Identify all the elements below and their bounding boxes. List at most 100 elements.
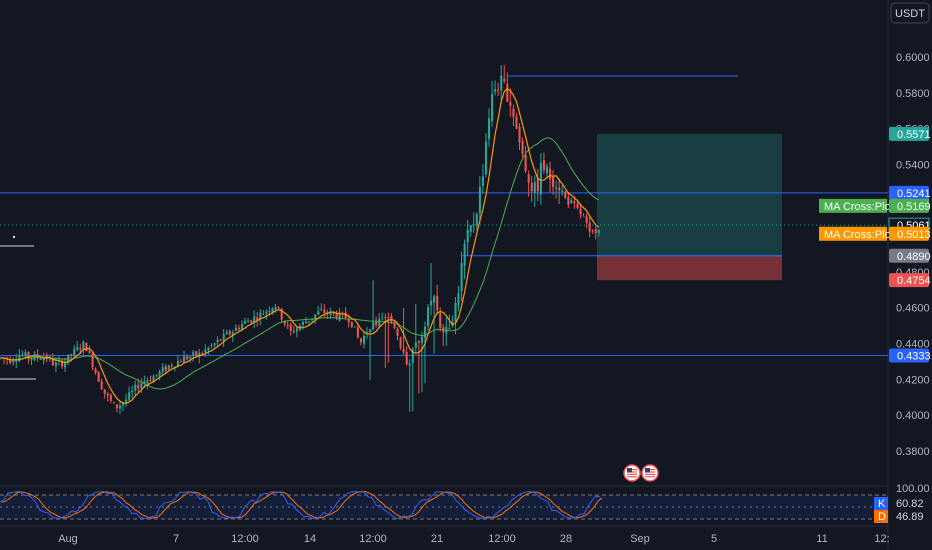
time-tick: 7 [173, 533, 179, 545]
candle-body [549, 168, 552, 180]
candle-body [149, 379, 152, 381]
candle-body [115, 404, 118, 409]
price-tag-stop-loss: 0.4754 [889, 273, 931, 288]
candle-body [591, 230, 594, 232]
candle-body [42, 356, 45, 361]
long-position-tool[interactable] [597, 133, 782, 281]
candle-body [344, 312, 347, 319]
horizontal-lines[interactable] [0, 75, 888, 357]
candle-body [420, 336, 423, 344]
candle-body [274, 307, 277, 310]
price-tick: 0.5800 [896, 88, 930, 100]
time-tick: 28 [560, 533, 572, 545]
candle-body [362, 335, 366, 344]
time-tick: Sep [630, 533, 650, 545]
svg-text:MA Cross:Plot: MA Cross:Plot [824, 229, 894, 241]
svg-text:0.4333: 0.4333 [897, 351, 931, 363]
candle-body [439, 313, 442, 328]
candle-body [219, 339, 222, 341]
candle-body [430, 300, 433, 306]
candle-body [186, 356, 189, 360]
candle-body [484, 141, 488, 175]
candle-body [387, 316, 390, 318]
candle-body [545, 166, 549, 174]
candle-body [24, 352, 27, 356]
events[interactable] [623, 464, 659, 482]
candle-body [262, 314, 265, 316]
profit-zone[interactable] [597, 133, 782, 256]
candle-body [494, 89, 497, 92]
time-tick: 5 [711, 533, 717, 545]
candle-body [213, 343, 216, 346]
candle-body [82, 341, 85, 350]
price-tick: 0.6000 [896, 52, 930, 64]
candle-body [146, 380, 149, 383]
currency-button[interactable]: USDT [890, 2, 930, 24]
svg-text:0.5169: 0.5169 [897, 201, 931, 213]
candle-body [561, 190, 564, 192]
candle-body [79, 348, 82, 350]
candle-body [39, 358, 42, 360]
price-tag-take-profit: 0.5571 [889, 126, 931, 141]
candle-body [356, 327, 359, 338]
price-tag-entry: 0.4890 [889, 248, 931, 263]
candle-body [594, 229, 597, 234]
candle-body [54, 362, 57, 366]
candle-body [253, 316, 256, 323]
candle-body [240, 324, 244, 331]
candle-body [204, 349, 207, 353]
candle-body [195, 351, 198, 356]
candle-body [134, 384, 137, 391]
candle-body [527, 174, 530, 183]
candle-body [347, 319, 350, 323]
candle-body [497, 89, 500, 91]
candle-body [433, 296, 436, 303]
candle-body [198, 352, 201, 358]
candle-body [329, 311, 332, 315]
candle-body [573, 201, 576, 204]
time-tick: 21 [431, 533, 443, 545]
svg-text:K: K [878, 498, 886, 510]
candle-body [112, 402, 115, 404]
candle-body [533, 182, 536, 193]
candle-body [582, 215, 585, 217]
candle-body [100, 381, 103, 390]
loss-zone[interactable] [597, 255, 782, 281]
us-flag-icon[interactable] [623, 464, 641, 482]
candle-body [512, 108, 515, 118]
candle-body [256, 317, 259, 321]
candle-body [457, 293, 460, 306]
price-tag-ma-fast: MA Cross:Plot 0.5013 [819, 226, 931, 241]
candle-body [143, 381, 146, 384]
candle-body [320, 309, 323, 311]
candle-body [423, 326, 427, 338]
candle-body [268, 311, 271, 313]
candle-body [161, 367, 164, 372]
ma-fast-line [0, 87, 600, 405]
candle-body [183, 356, 186, 364]
candle-body [91, 352, 94, 368]
candle-body [585, 216, 588, 224]
us-flag-icon[interactable] [641, 464, 659, 482]
time-axis[interactable]: Aug 7 12:00 14 12:00 21 12:00 28 Sep 5 11 12: [58, 533, 889, 545]
candle-body [436, 295, 439, 311]
currency-label: USDT [895, 8, 925, 20]
drawing-point[interactable] [12, 235, 16, 239]
candle-body [85, 342, 88, 352]
candle-body [51, 358, 54, 366]
candle-body [73, 348, 76, 356]
candle-body [427, 307, 430, 326]
candle-body [372, 322, 375, 330]
candle-body [259, 312, 262, 320]
candle-body [192, 352, 195, 356]
candle-body [500, 75, 503, 91]
candle-body [317, 310, 320, 315]
candle-body [503, 78, 506, 82]
candle-body [555, 187, 558, 189]
candle-body [21, 354, 24, 356]
time-tick: 12:00 [231, 533, 259, 545]
candle-body [338, 312, 341, 321]
svg-text:0.5241: 0.5241 [897, 188, 931, 200]
